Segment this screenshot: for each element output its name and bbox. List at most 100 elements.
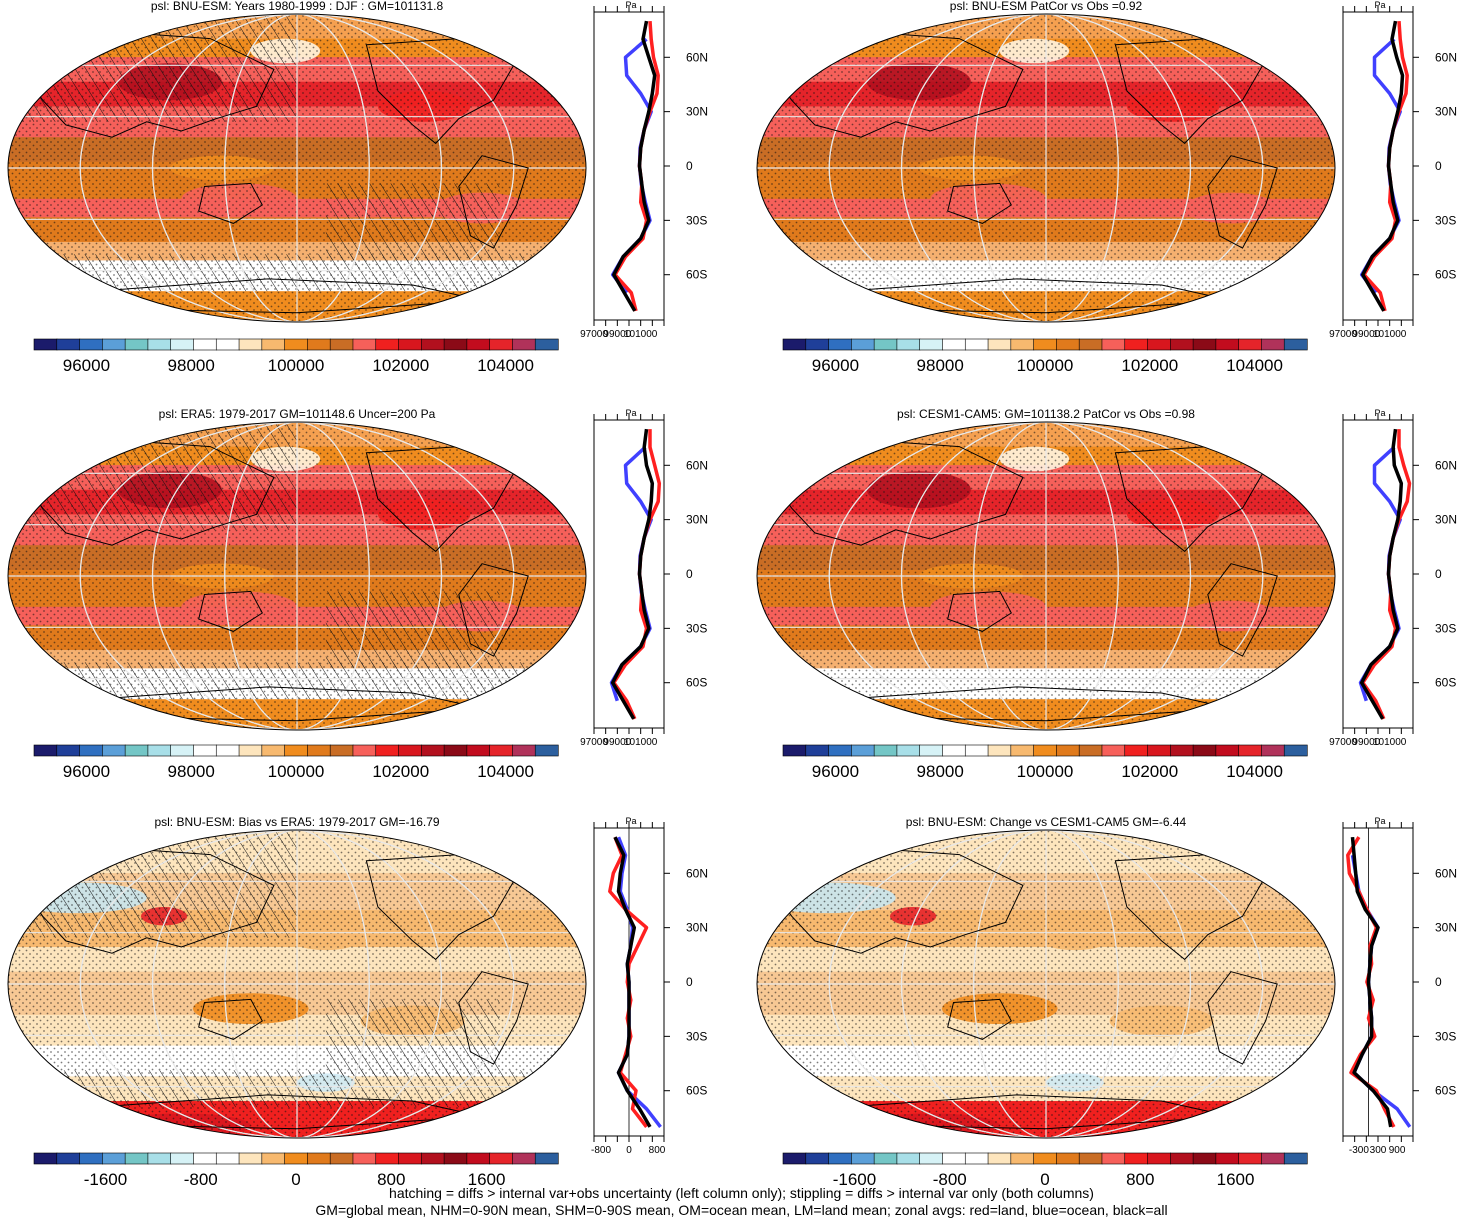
lat-tick-label: 60S [686, 676, 707, 690]
colorbar-swatch [1125, 1153, 1148, 1164]
colorbar-swatch [1216, 339, 1239, 350]
colorbar-swatch [942, 745, 965, 756]
colorbar-swatch [171, 745, 194, 756]
colorbar-swatch [376, 1153, 399, 1164]
colorbar-swatch [1193, 339, 1216, 350]
colorbar-tick-label: 102000 [372, 356, 429, 375]
lat-tick-label: 30N [686, 921, 708, 935]
lat-tick-label: 30N [1435, 513, 1457, 527]
colorbar-swatch [1148, 1153, 1171, 1164]
colorbar-swatch [1034, 1153, 1057, 1164]
colorbar-tick-label: 102000 [1121, 762, 1178, 781]
units-label: Pa [1374, 816, 1385, 826]
colorbar-swatch [216, 745, 239, 756]
colorbar-swatch [467, 745, 490, 756]
colorbar-swatch [874, 1153, 897, 1164]
colorbar-swatch [920, 745, 943, 756]
colorbar-swatch [1170, 745, 1193, 756]
colorbar-swatch [806, 339, 829, 350]
colorbar-swatch [490, 745, 513, 756]
colorbar-swatch [1148, 745, 1171, 756]
colorbar-swatch [216, 1153, 239, 1164]
x-tick-label: 101000 [1373, 737, 1407, 748]
lat-tick-label: 60N [1435, 50, 1457, 64]
colorbar-swatch [262, 745, 285, 756]
colorbar-swatch [988, 745, 1011, 756]
lat-tick-label: 0 [1435, 567, 1442, 581]
colorbar-swatch [1102, 1153, 1125, 1164]
colorbar-swatch [988, 339, 1011, 350]
panel-title: psl: ERA5: 1979-2017 GM=101148.6 Uncer=2… [159, 407, 436, 421]
panel-5: psl: BNU-ESM: Bias vs ERA5: 1979-2017 GM… [8, 815, 708, 1189]
lat-tick-label: 60S [1435, 1084, 1456, 1098]
lat-tick-label: 0 [1435, 159, 1442, 173]
hatching-region [8, 830, 297, 938]
colorbar-swatch [421, 1153, 444, 1164]
colorbar-swatch [285, 1153, 308, 1164]
units-label: Pa [625, 0, 636, 10]
colorbar-swatch [125, 339, 148, 350]
colorbar-tick-label: 100000 [1017, 762, 1074, 781]
lat-tick-label: 30N [1435, 921, 1457, 935]
colorbar-swatch [353, 745, 376, 756]
zonal-frame [1343, 828, 1413, 1136]
colorbar-swatch [783, 1153, 806, 1164]
colorbar-swatch [1125, 339, 1148, 350]
colorbar-swatch [920, 339, 943, 350]
colorbar-swatch [57, 1153, 80, 1164]
colorbar-swatch [1170, 1153, 1193, 1164]
colorbar-swatch [444, 339, 467, 350]
colorbar-swatch [988, 1153, 1011, 1164]
footer-line-legend: GM=global mean, NHM=0-90N mean, SHM=0-90… [0, 1202, 1483, 1219]
lat-tick-label: 30N [1435, 105, 1457, 119]
colorbar-swatch [307, 745, 330, 756]
colorbar-swatch [851, 745, 874, 756]
panel-6: psl: BNU-ESM: Change vs CESM1-CAM5 GM=-6… [757, 815, 1457, 1189]
hatching-region [8, 14, 297, 122]
colorbar-swatch [829, 1153, 852, 1164]
colorbar-swatch [512, 745, 535, 756]
colorbar-swatch [80, 1153, 103, 1164]
colorbar-tick-label: 102000 [372, 762, 429, 781]
colorbar-swatch [376, 745, 399, 756]
colorbar-tick-label: 100000 [268, 356, 325, 375]
lat-tick-label: 30S [1435, 1029, 1456, 1043]
colorbar-tick-label: 98000 [168, 356, 215, 375]
panel-title: psl: BNU-ESM: Bias vs ERA5: 1979-2017 GM… [154, 815, 439, 829]
panel-1: psl: BNU-ESM: Years 1980-1999 : DJF : GM… [8, 0, 708, 375]
units-label: Pa [625, 408, 636, 418]
panel-title: psl: BNU-ESM: Change vs CESM1-CAM5 GM=-6… [906, 815, 1187, 829]
colorbar-swatch [1056, 339, 1079, 350]
colorbar-swatch [148, 745, 171, 756]
colorbar-swatch [897, 339, 920, 350]
colorbar-tick-label: 96000 [63, 356, 110, 375]
units-label: Pa [1374, 408, 1385, 418]
colorbar-swatch [851, 339, 874, 350]
colorbar-tick-label: 96000 [812, 356, 859, 375]
colorbar-swatch [806, 1153, 829, 1164]
panel-4: psl: CESM1-CAM5: GM=101138.2 PatCor vs O… [757, 407, 1457, 781]
colorbar-swatch [216, 339, 239, 350]
colorbar-swatch [399, 745, 422, 756]
colorbar-swatch [467, 339, 490, 350]
x-tick-label: -300 [1349, 1145, 1369, 1156]
lat-tick-label: 30N [686, 513, 708, 527]
colorbar-swatch [829, 745, 852, 756]
colorbar-swatch [1148, 339, 1171, 350]
colorbar-tick-label: 102000 [1121, 356, 1178, 375]
colorbar-swatch [307, 1153, 330, 1164]
colorbar-swatch [942, 339, 965, 350]
colorbar-tick-label: 104000 [1226, 762, 1283, 781]
colorbar-swatch [920, 1153, 943, 1164]
map-field [757, 14, 1335, 323]
colorbar-swatch [125, 1153, 148, 1164]
colorbar-swatch [444, 745, 467, 756]
colorbar-swatch [34, 1153, 57, 1164]
colorbar-swatch [1170, 339, 1193, 350]
colorbar-tick-label: 100000 [268, 762, 325, 781]
colorbar-swatch [353, 339, 376, 350]
colorbar-tick-label: 104000 [477, 762, 534, 781]
colorbar-swatch [1079, 745, 1102, 756]
colorbar-tick-label: 98000 [917, 762, 964, 781]
